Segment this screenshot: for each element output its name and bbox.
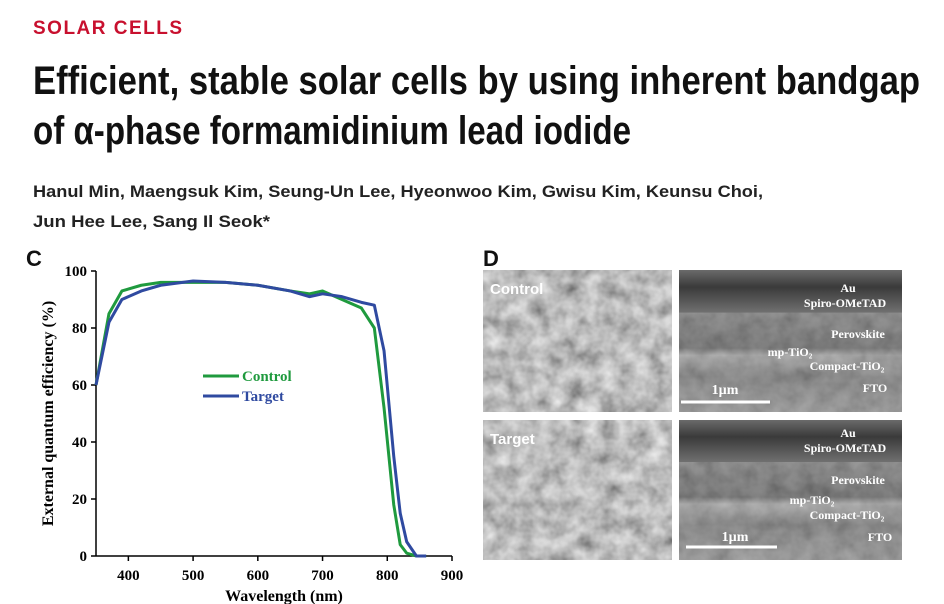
layer-label: Perovskite [831, 327, 885, 341]
legend-label: Target [242, 389, 284, 405]
y-tick-label: 40 [72, 435, 87, 451]
sem-top-view [483, 420, 672, 560]
layer-label: FTO [863, 381, 887, 395]
layer-label: Compact-TiO₂ [810, 508, 885, 522]
x-tick-label: 400 [117, 568, 140, 584]
panel-label: D [483, 246, 499, 271]
y-tick-label: 60 [72, 378, 87, 394]
layer-label: Spiro-OMeTAD [804, 441, 887, 455]
sem-label: Control [490, 281, 543, 298]
x-tick-label: 900 [441, 568, 464, 584]
layer-label: Spiro-OMeTAD [804, 296, 887, 310]
layer-label: Perovskite [831, 473, 885, 487]
section-label: SOLAR CELLS [33, 18, 184, 39]
y-tick-label: 20 [72, 492, 87, 508]
sem-cross-texture [679, 312, 902, 412]
author-line: Jun Hee Lee, Sang Il Seok* [33, 212, 270, 231]
panel-label: C [26, 246, 42, 271]
data-line [94, 280, 427, 558]
data-line [94, 279, 427, 558]
layer-label: Au [840, 426, 856, 440]
layer-label: Au [840, 281, 856, 295]
x-tick-label: 800 [376, 568, 399, 584]
scale-bar-label: 1µm [712, 383, 739, 398]
layer-label: FTO [868, 530, 892, 544]
y-tick-label: 80 [72, 321, 87, 337]
sem-label: Target [490, 431, 535, 448]
x-tick-label: 500 [182, 568, 205, 584]
sem-panel: Control AuSpiro-OMeTADPerovskitemp-TiO₂Co… [483, 270, 902, 560]
y-axis-label: External quantum efficiency (%) [40, 301, 57, 526]
layer-label: mp-TiO₂ [790, 493, 835, 507]
x-axis-label: Wavelength (nm) [225, 588, 343, 604]
x-tick-label: 700 [311, 568, 334, 584]
title-line: Efficient, stable solar cells by using i… [33, 59, 920, 103]
legend-label: Control [242, 369, 292, 385]
layer-label: Compact-TiO₂ [810, 359, 885, 373]
scale-bar-label: 1µm [722, 530, 749, 545]
x-tick-label: 600 [247, 568, 270, 584]
sem-top-view [483, 270, 672, 412]
y-tick-label: 0 [80, 549, 88, 565]
layer-label: mp-TiO₂ [768, 345, 813, 359]
author-line: Hanul Min, Maengsuk Kim, Seung-Un Lee, H… [33, 182, 763, 201]
sem-cross-texture [679, 462, 902, 560]
y-tick-label: 100 [65, 264, 88, 280]
title-line: of α-phase formamidinium lead iodide [33, 109, 631, 153]
chart: 0 20 40 60 80 100 400 500 600 700 800 900 Wavelength… [40, 264, 463, 604]
